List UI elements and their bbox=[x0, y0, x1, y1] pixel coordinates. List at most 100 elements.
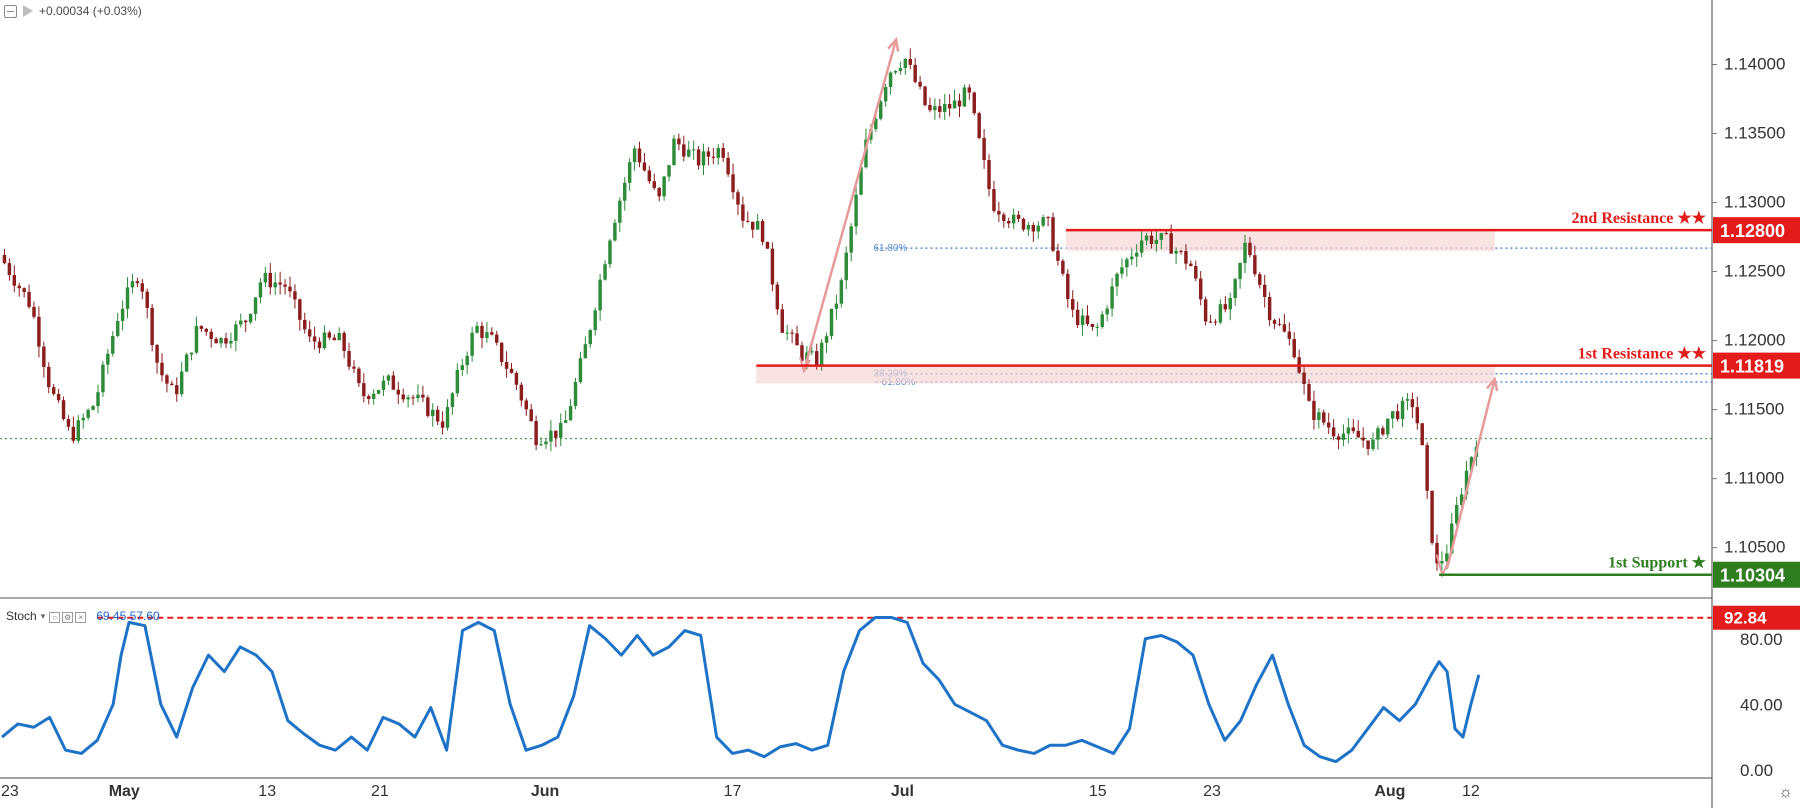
level-price-tag bbox=[1713, 217, 1800, 244]
candle-body bbox=[952, 100, 957, 109]
candle-body bbox=[893, 70, 898, 73]
settings-icon[interactable]: ⚙ bbox=[62, 612, 74, 623]
candle-body bbox=[854, 194, 858, 227]
candle-body bbox=[27, 291, 31, 307]
candle-body bbox=[1346, 427, 1351, 434]
candle-body bbox=[1469, 457, 1474, 471]
y-tick-label: 1.14000 bbox=[1724, 55, 1785, 74]
candle-body bbox=[888, 72, 893, 88]
candle-body bbox=[1277, 323, 1282, 325]
candle-body bbox=[71, 426, 76, 441]
candle-body bbox=[982, 137, 986, 161]
candle-body bbox=[239, 320, 243, 325]
eye-icon[interactable]: ○ bbox=[49, 612, 61, 623]
candle-body bbox=[199, 325, 204, 329]
candle-body bbox=[115, 320, 120, 336]
candle-body bbox=[711, 156, 716, 158]
candle-body bbox=[1174, 250, 1178, 254]
candle-body bbox=[942, 103, 947, 112]
projection-arrow-up bbox=[802, 39, 898, 372]
candle-body bbox=[278, 282, 282, 285]
candle-body bbox=[1026, 224, 1031, 230]
candle-body bbox=[1341, 433, 1346, 440]
candle-body bbox=[1184, 251, 1188, 264]
candle-body bbox=[253, 297, 258, 314]
candle-body bbox=[849, 226, 853, 253]
level-price-label: 1.10304 bbox=[1720, 566, 1785, 586]
candle-body bbox=[1100, 314, 1104, 328]
stoch-tick-label: 80.00 bbox=[1740, 630, 1783, 649]
candle-body bbox=[647, 170, 652, 182]
y-tick-label: 1.13000 bbox=[1724, 193, 1785, 212]
candle-body bbox=[583, 344, 588, 359]
level-price-label: 1.11819 bbox=[1720, 357, 1784, 377]
candle-body bbox=[17, 285, 21, 289]
candle-body bbox=[1036, 225, 1040, 232]
candle-body bbox=[22, 288, 26, 292]
candle-body bbox=[554, 430, 558, 438]
candle-body bbox=[248, 313, 253, 323]
candle-body bbox=[1302, 372, 1306, 384]
y-tick-label: 1.10500 bbox=[1724, 538, 1785, 557]
candle-body bbox=[997, 210, 1001, 215]
candle-body bbox=[224, 338, 228, 344]
candle-body bbox=[967, 87, 972, 93]
stoch-tick-label: 40.00 bbox=[1740, 695, 1783, 714]
y-tick-label: 1.11000 bbox=[1724, 469, 1784, 488]
candle-body bbox=[632, 148, 637, 163]
candle-body bbox=[485, 332, 489, 338]
candle-body bbox=[445, 407, 450, 428]
chevron-down-icon[interactable]: ▾ bbox=[40, 610, 46, 621]
candle-body bbox=[76, 420, 81, 441]
candle-body bbox=[765, 241, 770, 249]
candle-body bbox=[1326, 422, 1331, 428]
close-icon[interactable]: × bbox=[75, 612, 87, 623]
candle-body bbox=[91, 406, 95, 410]
candle-body bbox=[1105, 308, 1109, 315]
collapse-icon[interactable] bbox=[4, 4, 17, 18]
gear-icon[interactable]: ☼ bbox=[1778, 784, 1793, 801]
candle-body bbox=[1056, 250, 1060, 261]
candle-body bbox=[1223, 304, 1228, 310]
candle-body bbox=[219, 338, 223, 344]
candle-body bbox=[347, 350, 351, 367]
candle-body bbox=[874, 118, 878, 130]
candle-body bbox=[1312, 400, 1316, 420]
candle-body bbox=[1061, 260, 1065, 274]
candle-body bbox=[465, 355, 469, 366]
candle-body bbox=[455, 369, 460, 394]
price-change: +0.00034 (+0.03%) bbox=[39, 4, 142, 18]
candle-body bbox=[179, 371, 184, 395]
candle-body bbox=[987, 160, 991, 190]
candle-body bbox=[637, 148, 642, 163]
stoch-label[interactable]: Stoch bbox=[6, 609, 37, 623]
candle-body bbox=[125, 287, 130, 309]
candle-body bbox=[1046, 217, 1050, 219]
candle-body bbox=[539, 444, 543, 446]
candle-body bbox=[317, 341, 322, 349]
candle-body bbox=[165, 375, 169, 384]
candle-body bbox=[1390, 411, 1395, 419]
candle-body bbox=[1203, 299, 1208, 322]
candle-body bbox=[490, 332, 494, 335]
candle-body bbox=[1149, 235, 1154, 244]
candle-body bbox=[544, 441, 548, 445]
candle-body bbox=[32, 306, 36, 317]
candle-body bbox=[51, 387, 56, 394]
candle-body bbox=[1110, 286, 1114, 309]
candle-body bbox=[160, 362, 164, 376]
candle-body bbox=[509, 368, 514, 373]
candle-body bbox=[928, 105, 932, 111]
candle-body bbox=[273, 282, 277, 288]
candle-body bbox=[106, 353, 110, 365]
candle-body bbox=[357, 368, 361, 384]
candle-body bbox=[741, 204, 745, 221]
candle-body bbox=[938, 106, 942, 112]
candle-body bbox=[1317, 412, 1321, 420]
candle-body bbox=[1070, 299, 1075, 310]
candle-body bbox=[1159, 233, 1164, 240]
candle-body bbox=[1066, 273, 1070, 300]
flag-icon[interactable] bbox=[23, 5, 33, 17]
candle-body bbox=[957, 100, 962, 107]
